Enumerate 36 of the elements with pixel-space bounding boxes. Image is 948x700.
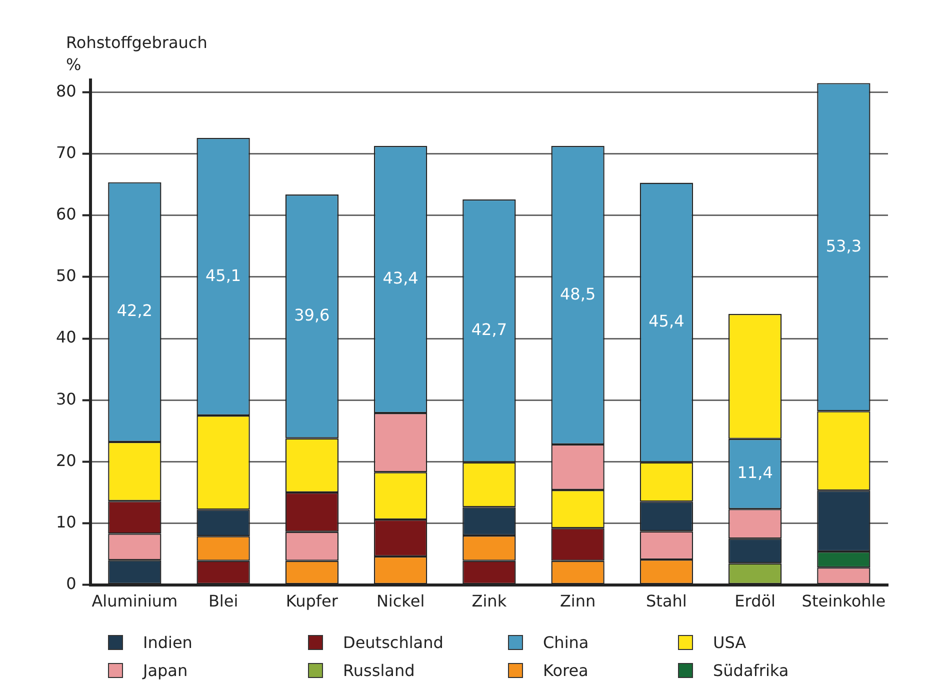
- data-label: 45,1: [205, 266, 242, 285]
- x-tick-label: Zink: [472, 592, 508, 611]
- legend-label: Südafrika: [713, 660, 789, 680]
- legend-label: USA: [713, 632, 746, 652]
- legend-label: Russland: [343, 660, 415, 680]
- x-tick-label: Erdöl: [734, 592, 776, 611]
- data-label: 43,4: [382, 268, 418, 288]
- y-tick-label: 0: [66, 574, 76, 593]
- x-tick-label: Blei: [208, 592, 238, 611]
- data-label: 45,4: [648, 312, 684, 331]
- legend-label: Indien: [143, 632, 192, 652]
- x-tick-label: Steinkohle: [802, 592, 886, 611]
- data-label: 53,3: [826, 236, 862, 256]
- x-tick-label: Kupfer: [286, 592, 338, 611]
- data-label: 42,2: [116, 301, 152, 320]
- y-tick-label: 10: [56, 512, 76, 532]
- y-tick-label: 20: [56, 450, 76, 470]
- x-tick-label: Nickel: [376, 592, 425, 611]
- legend-label: Korea: [543, 660, 588, 680]
- legend-label: Japan: [143, 660, 188, 680]
- data-label: 39,6: [294, 306, 330, 325]
- x-tick-label: Stahl: [646, 592, 687, 611]
- data-label: 48,5: [560, 284, 596, 304]
- y-tick-label: 30: [56, 389, 76, 408]
- data-label: 42,7: [471, 320, 507, 340]
- legend-label: China: [543, 632, 589, 652]
- legend-label: Deutschland: [343, 632, 444, 652]
- y-tick-label: 80: [56, 81, 76, 100]
- y-tick-label: 70: [56, 143, 76, 162]
- x-tick-label: Zinn: [560, 592, 596, 611]
- y-tick-label: 40: [56, 328, 76, 347]
- y-tick-label: 50: [56, 266, 76, 286]
- x-tick-label: Aluminium: [92, 592, 178, 611]
- y-tick-label: 60: [56, 204, 76, 224]
- data-label: 11,4: [737, 463, 773, 482]
- y-axis-title: Rohstoffgebrauch %: [66, 32, 208, 76]
